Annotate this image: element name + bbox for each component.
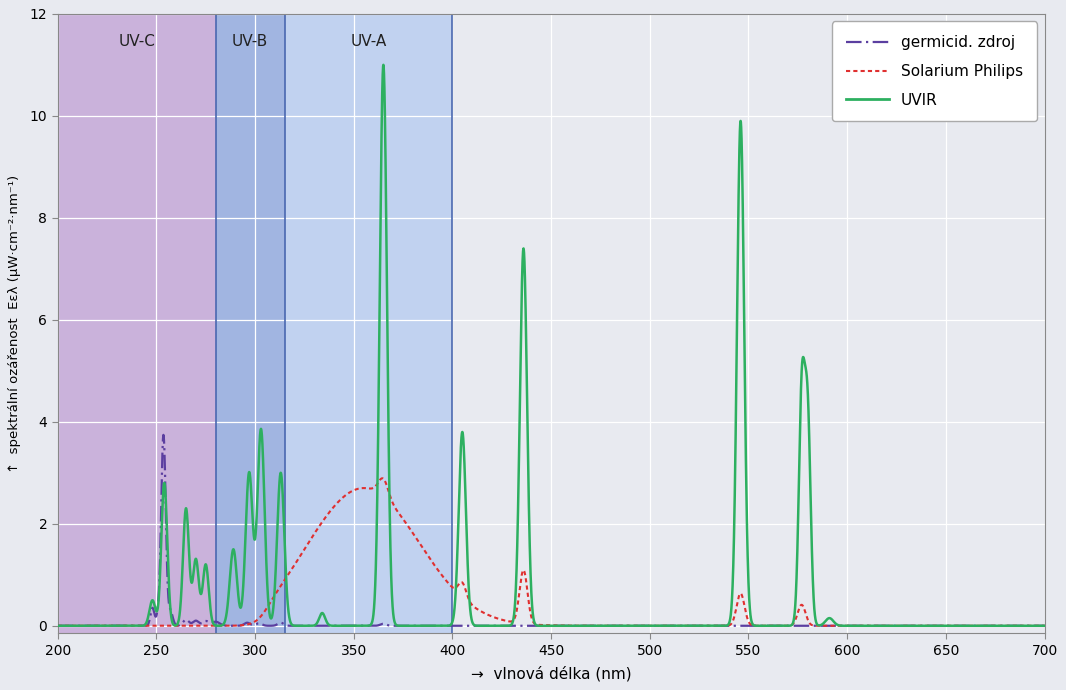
Line: germicid. zdroj: germicid. zdroj (58, 435, 1045, 626)
Line: Solarium Philips: Solarium Philips (58, 478, 1045, 626)
Bar (215, 0, 285, 677)
germicid. zdroj (110, 622, 123, 630)
UVIR (534, 622, 547, 630)
Bar (58, 0, 215, 677)
Legend: germicid. zdroj, Solarium Philips, UVIR: germicid. zdroj, Solarium Philips, UVIR (833, 21, 1037, 121)
Solarium Philips (245, 619, 258, 627)
germicid. zdroj (92, 622, 104, 630)
Y-axis label: ↑  spektrální ozářenost  Eελ (μW·cm⁻²·nm⁻¹): ↑ spektrální ozářenost Eελ (μW·cm⁻²·nm⁻¹… (9, 175, 21, 473)
Solarium Philips (55, 622, 68, 630)
UVIR (377, 61, 390, 69)
Solarium Philips (986, 622, 999, 630)
UVIR (55, 622, 68, 630)
UVIR (245, 486, 258, 495)
Text: UV-B: UV-B (232, 34, 269, 49)
Solarium Philips (51, 622, 64, 630)
Solarium Philips (376, 474, 389, 482)
X-axis label: →  vlnová délka (nm): → vlnová délka (nm) (471, 666, 631, 682)
UVIR (986, 622, 999, 630)
UVIR (1038, 622, 1051, 630)
germicid. zdroj (245, 620, 258, 629)
germicid. zdroj (51, 622, 64, 630)
Solarium Philips (92, 622, 104, 630)
Solarium Philips (534, 621, 547, 629)
Bar (285, 0, 452, 677)
Solarium Philips (1038, 622, 1051, 630)
Line: UVIR: UVIR (58, 65, 1045, 626)
Text: UV-C: UV-C (118, 34, 155, 49)
germicid. zdroj (986, 622, 999, 630)
UVIR (92, 622, 104, 630)
germicid. zdroj (157, 431, 169, 439)
UVIR (51, 622, 64, 630)
germicid. zdroj (1038, 622, 1051, 630)
UVIR (975, 622, 988, 630)
UVIR (110, 622, 123, 630)
Text: UV-A: UV-A (351, 34, 387, 49)
Solarium Philips (110, 622, 123, 630)
germicid. zdroj (534, 622, 547, 630)
germicid. zdroj (55, 622, 68, 630)
